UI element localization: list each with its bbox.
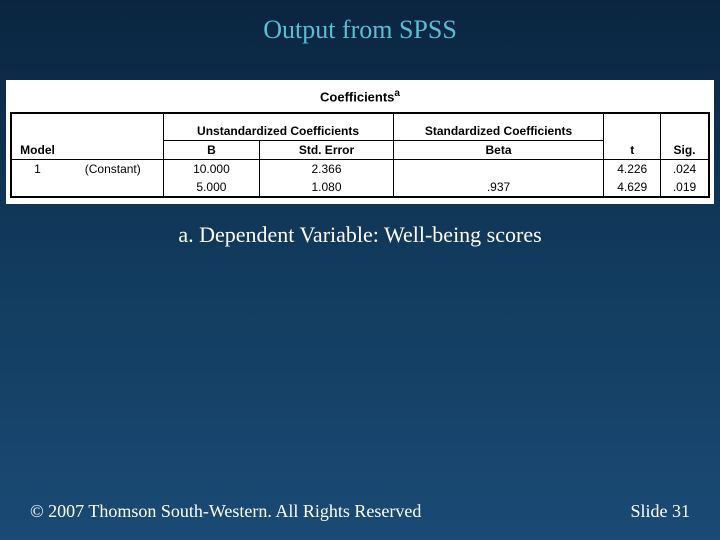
col-beta: Beta [393, 141, 604, 160]
col-t-blank [604, 113, 661, 141]
col-model-blank [11, 113, 63, 141]
cell-sig: .019 [661, 178, 710, 197]
col-t: t [604, 141, 661, 160]
header-unstd: Unstandardized Coefficients [163, 113, 393, 141]
header-row-2: Model B Std. Error Beta t Sig. [11, 141, 709, 160]
table-footnote: a. Dependent Variable: Well-being scores [0, 222, 720, 248]
cell-label [63, 178, 163, 197]
header-row-1: Unstandardized Coefficients Standardized… [11, 113, 709, 141]
footnote-text: Dependent Variable: Well-being scores [199, 222, 542, 247]
table-row: 1 (Constant) 10.000 2.366 4.226 .024 [11, 160, 709, 179]
slide-number: Slide 31 [630, 501, 690, 522]
footnote-prefix: a. [178, 222, 199, 247]
cell-model: 1 [11, 160, 63, 179]
table-title: Coefficientsa [10, 88, 710, 104]
cell-model [11, 178, 63, 197]
cell-label: (Constant) [63, 160, 163, 179]
copyright-text: © 2007 Thomson South-Western. All Rights… [30, 501, 421, 522]
header-std: Standardized Coefficients [393, 113, 604, 141]
slide-title: Output from SPSS [0, 0, 720, 45]
table-title-text: Coefficients [320, 89, 394, 104]
col-model: Model [11, 141, 63, 160]
col-label-blank [63, 113, 163, 141]
table-row: 5.000 1.080 .937 4.629 .019 [11, 178, 709, 197]
cell-se: 2.366 [260, 160, 393, 179]
cell-beta [393, 160, 604, 179]
table-title-sup: a [394, 88, 400, 99]
cell-beta: .937 [393, 178, 604, 197]
col-label [63, 141, 163, 160]
col-se: Std. Error [260, 141, 393, 160]
cell-t: 4.629 [604, 178, 661, 197]
cell-se: 1.080 [260, 178, 393, 197]
cell-b: 5.000 [163, 178, 260, 197]
coefficients-table: Unstandardized Coefficients Standardized… [10, 112, 710, 198]
slide-footer: © 2007 Thomson South-Western. All Rights… [0, 501, 720, 522]
cell-t: 4.226 [604, 160, 661, 179]
col-b: B [163, 141, 260, 160]
cell-sig: .024 [661, 160, 710, 179]
spss-table-container: Coefficientsa Unstandardized Coefficient… [6, 80, 714, 204]
col-sig-blank [661, 113, 710, 141]
col-sig: Sig. [661, 141, 710, 160]
cell-b: 10.000 [163, 160, 260, 179]
